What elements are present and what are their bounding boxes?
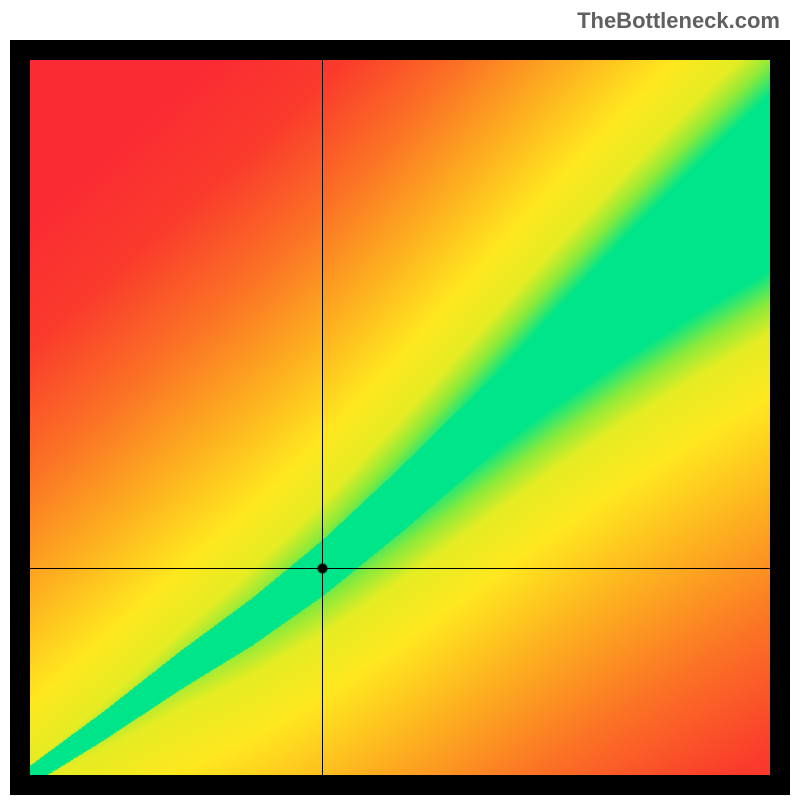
heatmap-plot-area [30, 60, 770, 775]
crosshair-marker [30, 60, 770, 775]
watermark-text: TheBottleneck.com [577, 8, 780, 34]
crosshair-horizontal [30, 568, 770, 569]
crosshair-vertical [322, 60, 323, 775]
